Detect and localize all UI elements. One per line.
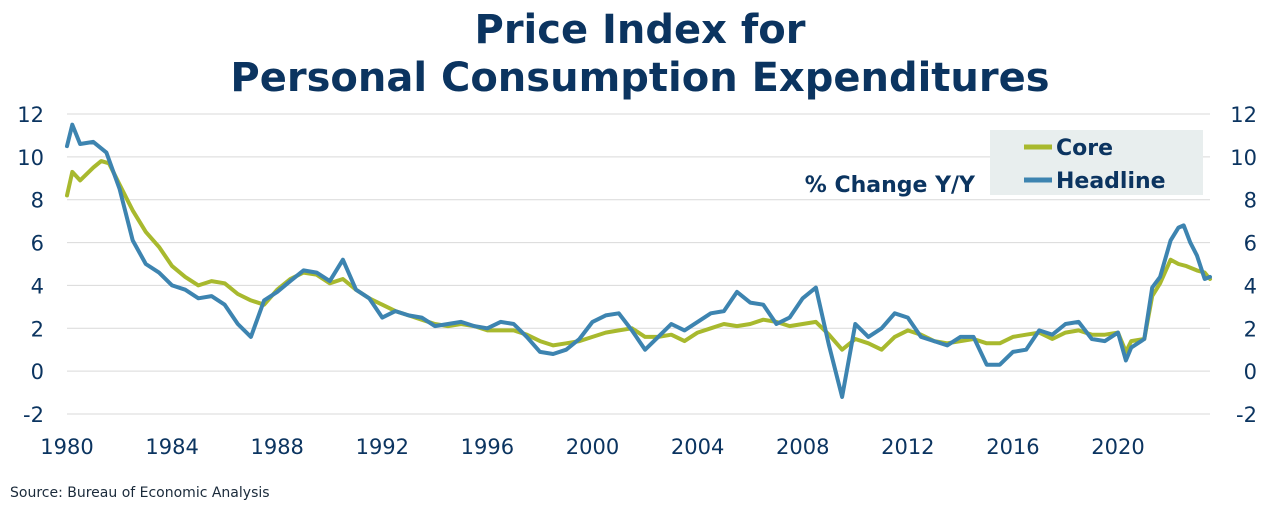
annotation-pct-change: % Change Y/Y xyxy=(805,173,976,198)
y-tick-label-right: 8 xyxy=(1244,189,1257,213)
legend-label-core: Core xyxy=(1056,136,1113,161)
y-tick-label-right: 4 xyxy=(1244,274,1257,298)
x-tick-label: 1984 xyxy=(145,435,198,459)
legend-label-headline: Headline xyxy=(1056,169,1166,194)
source-note: Source: Bureau of Economic Analysis xyxy=(10,485,270,501)
y-tick-label-right: 0 xyxy=(1244,360,1257,384)
chart-title: Price Index for Personal Consumption Exp… xyxy=(0,6,1280,102)
x-tick-label: 2020 xyxy=(1091,435,1144,459)
chart-title-line1: Price Index for xyxy=(474,7,806,53)
y-tick-label-left: 6 xyxy=(31,232,44,256)
y-tick-label-left: -2 xyxy=(23,403,44,427)
y-tick-label-left: 10 xyxy=(17,146,44,170)
x-tick-label: 2000 xyxy=(566,435,619,459)
x-tick-label: 2012 xyxy=(881,435,934,459)
legend-box xyxy=(990,130,1203,195)
y-tick-label-right: -2 xyxy=(1236,403,1257,427)
y-tick-label-right: 2 xyxy=(1244,317,1257,341)
series-line-core xyxy=(65,159,1212,354)
x-tick-label: 1996 xyxy=(461,435,514,459)
y-tick-label-left: 8 xyxy=(31,189,44,213)
chart-title-line2: Personal Consumption Expenditures xyxy=(230,55,1050,101)
x-tick-label: 1988 xyxy=(250,435,303,459)
y-tick-label-left: 2 xyxy=(31,317,44,341)
x-tick-label: 1992 xyxy=(356,435,409,459)
x-tick-label: 1980 xyxy=(40,435,93,459)
y-tick-label-left: 12 xyxy=(17,103,44,127)
y-tick-label-left: 4 xyxy=(31,274,44,298)
y-tick-label-left: 0 xyxy=(31,360,44,384)
y-tick-label-right: 10 xyxy=(1230,146,1257,170)
x-tick-label: 2004 xyxy=(671,435,724,459)
y-tick-label-right: 6 xyxy=(1244,232,1257,256)
x-tick-label: 2016 xyxy=(986,435,1039,459)
x-tick-label: 2008 xyxy=(776,435,829,459)
y-tick-label-right: 12 xyxy=(1230,103,1257,127)
series-line-headline xyxy=(65,122,1212,399)
